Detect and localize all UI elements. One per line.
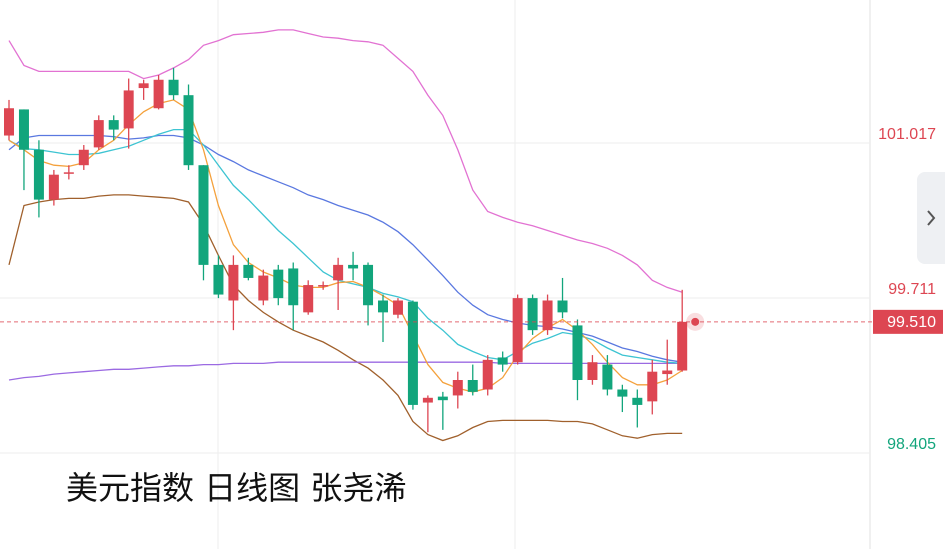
- candle-body: [363, 264, 374, 306]
- candle-body: [392, 300, 403, 315]
- candle-body: [512, 298, 523, 363]
- candle-body: [153, 79, 164, 109]
- candle-body: [273, 269, 284, 299]
- candle-body: [33, 149, 44, 200]
- candle-body: [437, 396, 448, 401]
- candle-body: [587, 362, 598, 381]
- candle-body: [183, 95, 194, 166]
- chart-title: 美元指数 日线图 张尧浠: [66, 469, 406, 507]
- candle-body: [213, 264, 224, 295]
- candle-body: [258, 275, 269, 301]
- candle-body: [318, 285, 329, 287]
- candle-body: [228, 264, 239, 301]
- candle-body: [482, 359, 493, 390]
- grid: [0, 142, 870, 454]
- indicator-line: [8, 194, 683, 442]
- last-price-box: [873, 309, 943, 334]
- candle-body: [4, 108, 14, 136]
- indicator-line: [8, 99, 683, 393]
- candle-body: [677, 321, 688, 371]
- candle-body: [18, 109, 29, 150]
- y-tick-label: 98.405: [887, 436, 936, 453]
- candle-body: [108, 120, 119, 130]
- candle-body: [198, 165, 209, 265]
- candle-body: [348, 264, 359, 269]
- candle-body: [123, 90, 134, 129]
- candle-body: [572, 325, 583, 381]
- last-price-label: 99.510: [887, 314, 936, 331]
- candle-body: [48, 174, 59, 200]
- candle-body: [647, 371, 658, 402]
- last-price-dot: [691, 317, 700, 326]
- chevron-icon: [927, 210, 936, 226]
- indicator-line: [8, 29, 683, 293]
- candle-body: [557, 300, 568, 313]
- candle-body: [138, 83, 149, 89]
- candle-body: [617, 389, 628, 397]
- candle-body: [333, 264, 344, 281]
- candle-body: [93, 120, 104, 148]
- y-tick-label: 101.017: [878, 126, 936, 143]
- candle-body: [378, 300, 388, 313]
- candle-body: [452, 380, 463, 396]
- candle-body: [542, 300, 553, 331]
- candle-body: [527, 298, 538, 331]
- side-button[interactable]: [917, 172, 945, 264]
- candles: [4, 67, 688, 433]
- candle-body: [422, 397, 433, 403]
- candle-body: [303, 285, 314, 313]
- candle-body: [662, 370, 673, 375]
- candle-body: [63, 172, 74, 174]
- candle-body: [168, 79, 179, 96]
- candle-body: [78, 149, 89, 166]
- candle-body: [632, 397, 643, 405]
- indicator-line: [8, 361, 683, 381]
- candle-body: [602, 364, 613, 390]
- candle-body: [497, 357, 508, 365]
- candle-body: [467, 380, 478, 392]
- y-tick-label: 99.711: [888, 281, 936, 298]
- lines: [8, 29, 683, 442]
- candle-body: [243, 264, 254, 278]
- candle-body: [407, 301, 418, 405]
- candle-body: [288, 268, 299, 306]
- indicator-line: [8, 134, 683, 363]
